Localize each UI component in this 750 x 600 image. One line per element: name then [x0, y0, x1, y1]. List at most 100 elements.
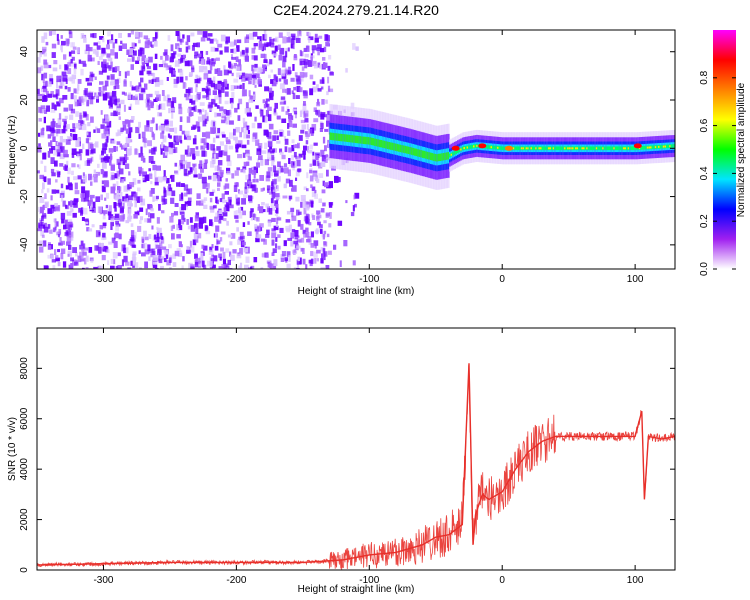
spectrogram-cell: [268, 87, 273, 93]
spectrogram-cell: [123, 185, 128, 192]
spectrogram-cell: [184, 134, 187, 140]
spectrogram-ridge-cell: [377, 139, 380, 147]
snr-y-tick-label: 2000: [19, 508, 30, 531]
spectrogram-cell: [320, 86, 324, 90]
spectrogram-ridge-cell: [396, 143, 399, 152]
spectrogram-cell: [322, 202, 326, 207]
spectrogram-cell: [254, 217, 258, 221]
spectrogram-ridge-cell: [439, 153, 442, 161]
spectrogram-cell: [302, 150, 306, 155]
spectrogram-cell: [51, 52, 56, 58]
spectrogram-cell: [111, 140, 116, 144]
spectrogram-cell: [173, 135, 176, 143]
spectrogram-cell: [246, 34, 250, 39]
spectrogram-cell: [269, 36, 272, 43]
spectrogram-cell: [130, 237, 135, 241]
spectrogram-cell: [272, 135, 277, 141]
spectrogram-cell: [121, 259, 124, 267]
spectrogram-cell: [241, 241, 246, 246]
spectrogram-cell: [314, 189, 317, 194]
spectrogram-cell: [244, 55, 249, 62]
snr-x-tick-label: -100: [359, 575, 379, 586]
spectrogram-cell: [41, 215, 44, 222]
spectrogram-cell: [247, 182, 253, 189]
spectrogram-cell: [197, 116, 202, 122]
spectrogram-cell: [217, 187, 220, 191]
spectrogram-cell: [128, 209, 132, 216]
spectrogram-cell: [159, 125, 165, 131]
spectrogram-cell: [202, 132, 206, 138]
spectrogram-cell: [62, 95, 68, 100]
spectrogram-cell: [277, 167, 281, 174]
spectrogram-cell: [75, 252, 78, 257]
spectrogram-cell: [285, 259, 288, 263]
spectrogram-cell: [46, 188, 50, 193]
spectrogram-cell: [173, 135, 179, 143]
spectrogram-cell: [128, 171, 131, 176]
spectrogram-ridge-cell: [525, 147, 528, 150]
spectrogram-cell: [284, 139, 289, 145]
spectrogram-cell: [114, 146, 118, 152]
spectrogram-cell: [260, 53, 266, 58]
spectrogram-cell: [160, 265, 164, 269]
spectrogram-cell: [285, 178, 291, 184]
spectrogram-cell: [86, 227, 90, 232]
spectrogram-cell: [258, 77, 261, 83]
spectrogram-cell: [194, 150, 200, 157]
spectrogram-cell: [320, 208, 325, 213]
spectrogram-cell: [172, 70, 175, 74]
spectrogram-cell: [215, 196, 218, 204]
spectrogram-x-label: Height of straight line (km): [298, 286, 415, 297]
spectrogram-cell: [289, 161, 292, 167]
spectrogram-cell: [99, 154, 104, 160]
spectrogram-cell: [246, 134, 250, 139]
spectrogram-cell: [178, 58, 182, 64]
spectrogram-cell: [214, 165, 218, 171]
spectrogram-cell: [59, 146, 65, 153]
spectrogram-cell: [97, 206, 103, 213]
spectrogram-cell: [273, 79, 278, 85]
spectrogram-cell: [56, 128, 61, 134]
spectrogram-ridge-cell: [356, 135, 359, 144]
spectrogram-cell: [54, 160, 58, 167]
spectrogram-ridge-cell: [362, 136, 366, 144]
spectrogram-cell: [267, 131, 272, 139]
spectrogram-ridge-cell: [584, 146, 587, 151]
spectrogram-cell: [110, 163, 115, 171]
spectrogram-cell: [69, 221, 73, 226]
spectrogram-cell: [218, 97, 222, 104]
spectrogram-cell: [237, 115, 241, 121]
spectrogram-cell: [297, 256, 300, 262]
spectrogram-cell: [102, 222, 107, 226]
spectrogram-cell: [45, 80, 48, 87]
spectrogram-cell: [135, 196, 140, 203]
spectrogram-cell: [174, 162, 178, 167]
spectrogram-cell: [63, 149, 68, 157]
spectrogram-cell: [43, 226, 49, 233]
spectrogram-cell: [273, 259, 278, 266]
spectrogram-cell: [107, 260, 110, 266]
spectrogram-cell: [213, 255, 218, 262]
spectrogram-cell: [102, 162, 107, 169]
spectrogram-cell: [202, 182, 208, 189]
spectrogram-cell: [138, 267, 142, 269]
spectrogram-cell: [345, 200, 348, 204]
spectrogram-ridge-cell: [524, 146, 527, 151]
spectrogram-ridge-cell: [469, 145, 472, 149]
spectrogram-cell: [180, 183, 185, 187]
spectrogram-cell: [49, 78, 54, 85]
spectrogram-cell: [95, 94, 99, 100]
spectrogram-cell: [311, 45, 317, 51]
spectrogram-ridge-cell: [535, 147, 538, 150]
spectrogram-cell: [291, 212, 294, 218]
spectrogram-cell: [130, 230, 135, 236]
spectrogram-cell: [50, 107, 56, 113]
spectrogram-cell: [221, 264, 226, 269]
spectrogram-cell: [328, 202, 334, 206]
spectrogram-cell: [251, 64, 255, 72]
spectrogram-ridge-cell: [658, 145, 660, 148]
spectrogram-ridge-cell: [576, 147, 579, 150]
spectrogram-cell: [180, 164, 186, 169]
spectrogram-cell: [326, 113, 330, 121]
spectrogram-cell: [192, 42, 198, 47]
